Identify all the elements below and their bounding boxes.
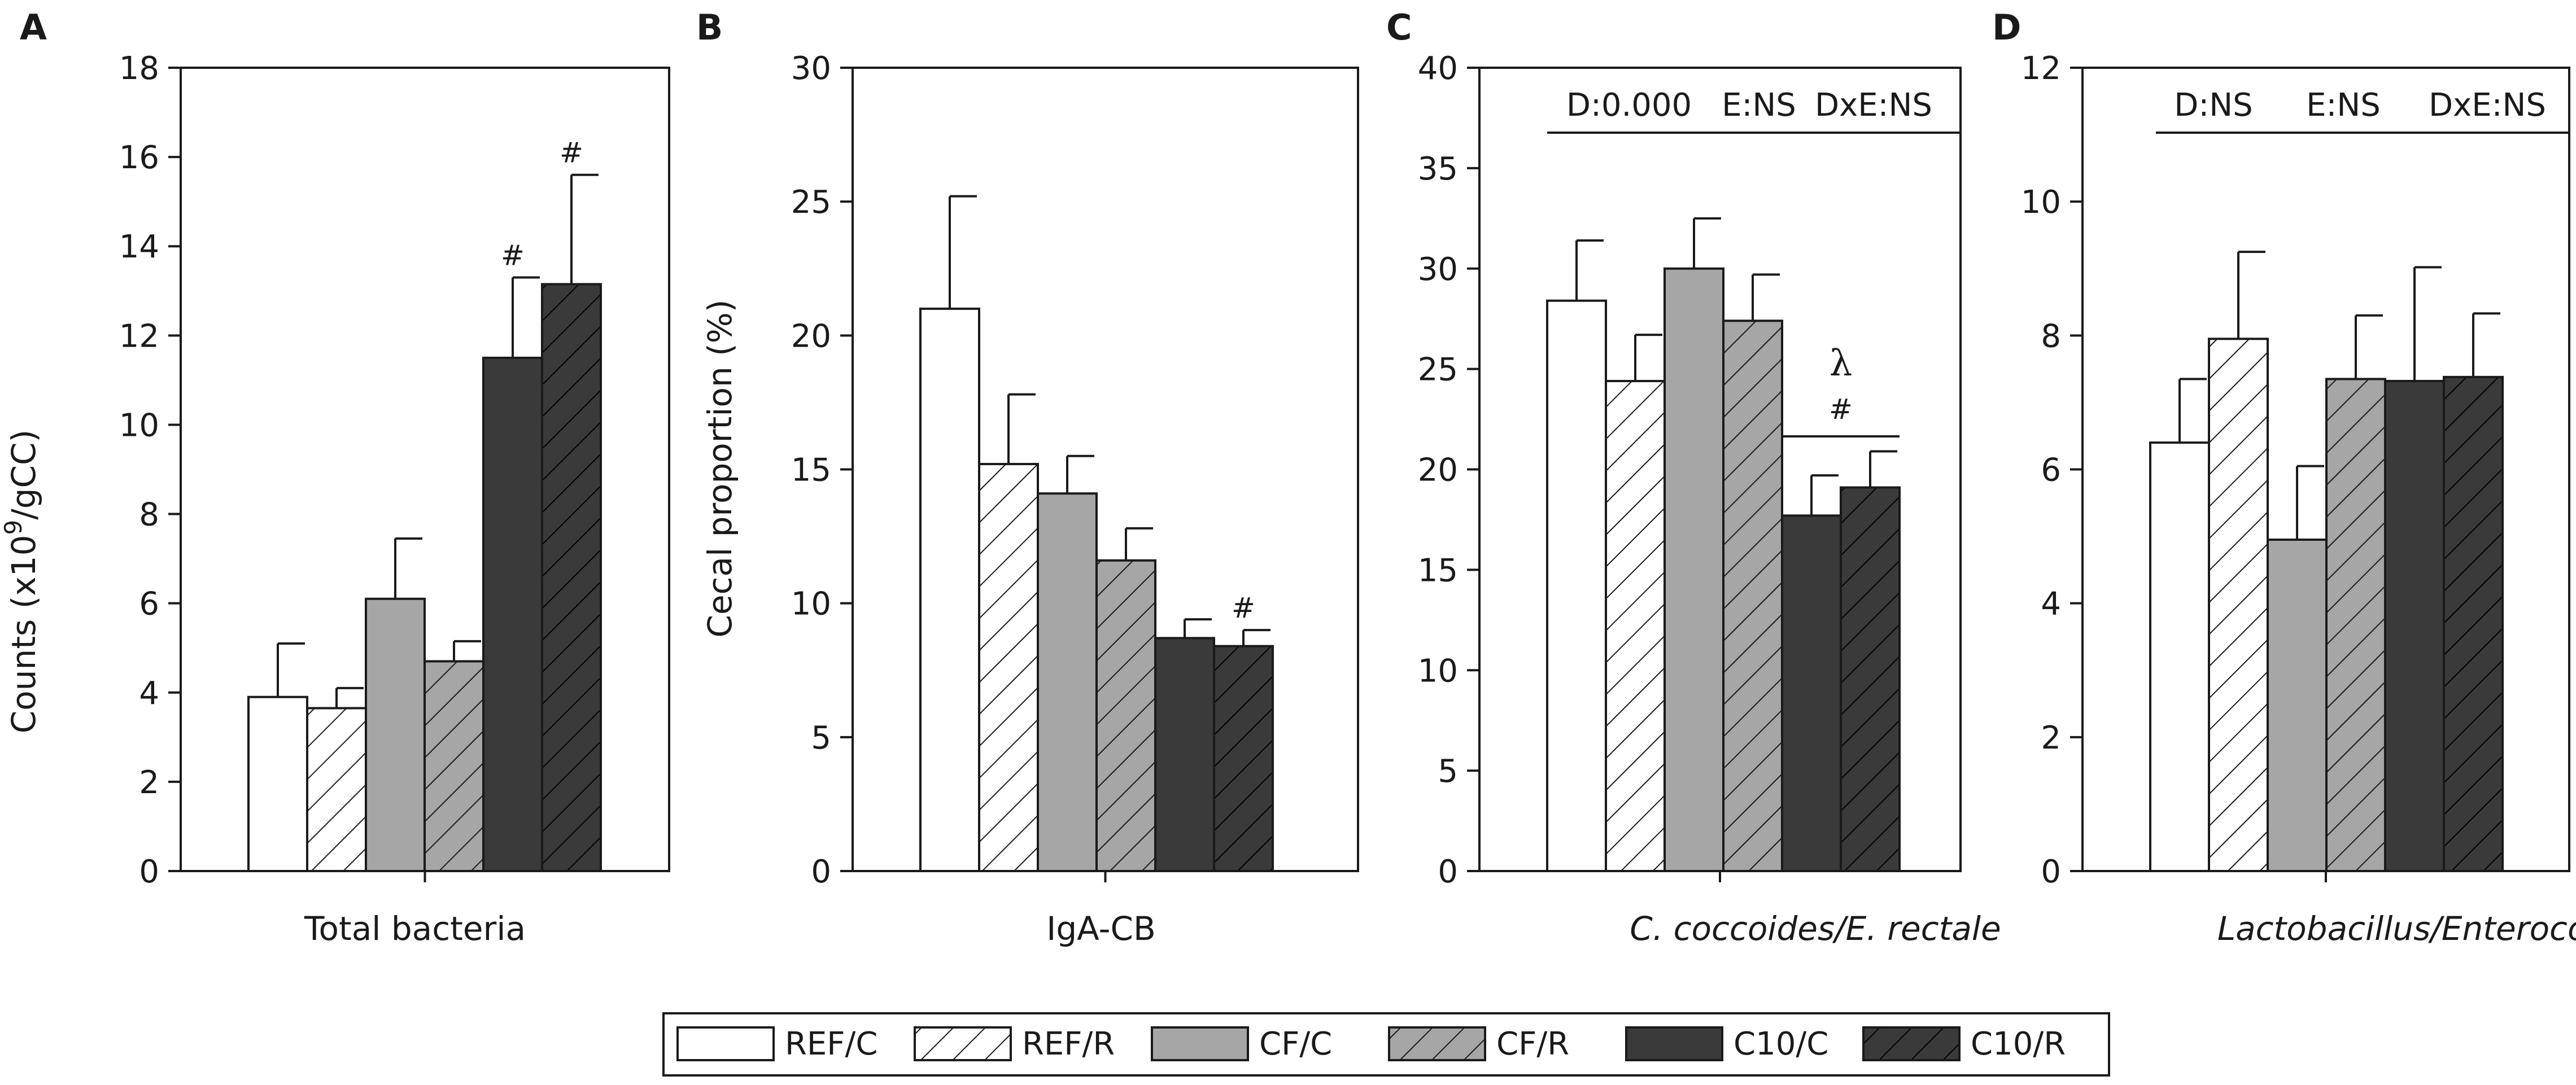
y-tick-label: 5 xyxy=(811,720,831,756)
y-tick-label: 15 xyxy=(1418,552,1458,589)
lambda-mark: λ xyxy=(1830,343,1853,384)
significance-mark: # xyxy=(1232,592,1255,624)
y-axis-label: Counts (x109/gCC) xyxy=(0,430,43,733)
panel-letter: C xyxy=(1386,7,1412,48)
bar-cf-c xyxy=(2267,539,2328,872)
bar-cf-r xyxy=(2325,378,2386,872)
y-tick-label: 25 xyxy=(1418,352,1458,388)
panel-letter: B xyxy=(696,7,723,48)
y-tick-label: 15 xyxy=(791,452,831,489)
y-axis-label: Cecal proportion (%) xyxy=(701,299,739,637)
y-tick-label: 6 xyxy=(2041,452,2061,489)
panel-b: B Cecal proportion (%) IgA-CB 0 5 10 15 20 25… xyxy=(696,7,1359,948)
legend-swatch xyxy=(1151,1026,1249,1061)
x-axis-label: IgA-CB xyxy=(1046,909,1156,948)
stats-label: D:NS xyxy=(2174,87,2252,124)
legend-swatch xyxy=(914,1026,1012,1061)
y-tick-label: 4 xyxy=(2041,586,2061,623)
bar-c10-c xyxy=(1154,637,1215,872)
y-tick-label: 10 xyxy=(1418,653,1458,689)
y-tick-label: 8 xyxy=(139,497,159,533)
y-tick-label: 14 xyxy=(119,229,159,265)
bar-ref-c xyxy=(2149,441,2210,872)
panel-letter: A xyxy=(20,7,47,48)
y-tick-label: 8 xyxy=(2041,318,2061,355)
bar-c10-c xyxy=(2384,379,2445,872)
y-tick-label: 0 xyxy=(139,854,159,890)
legend-swatch xyxy=(1862,1026,1961,1061)
legend-swatch xyxy=(1388,1026,1486,1061)
bar-c10-c xyxy=(1781,514,1842,872)
y-tick-label: 30 xyxy=(791,50,831,87)
y-tick-label: 20 xyxy=(1418,452,1458,489)
bar-ref-c xyxy=(247,695,308,873)
significance-mark: # xyxy=(560,137,583,169)
bar-cf-c xyxy=(1037,492,1098,872)
y-tick-label: 0 xyxy=(2041,854,2061,890)
y-tick-label: 30 xyxy=(1418,251,1458,288)
x-axis-label: Total bacteria xyxy=(304,909,526,948)
bar-ref-c xyxy=(919,307,980,872)
y-tick-label: 0 xyxy=(811,854,831,890)
y-tick-label: 40 xyxy=(1418,50,1458,87)
x-axis-label: Lactobacillus/Enterococcus xyxy=(2217,909,2576,948)
y-tick-label: 10 xyxy=(2021,184,2061,221)
y-tick-label: 18 xyxy=(119,50,159,87)
stats-label: D:0.000 xyxy=(1566,87,1692,124)
bar-c10-c xyxy=(482,356,543,872)
y-tick-label: 10 xyxy=(791,586,831,623)
x-axis-label: C. coccoides/E. rectale xyxy=(1630,909,2001,948)
bar-cf-r xyxy=(423,660,484,872)
significance-mark: # xyxy=(501,239,525,272)
y-tick-label: 25 xyxy=(791,184,831,221)
bar-c10-r xyxy=(1840,486,1901,872)
panel-a: A Counts (x109/gCC) Total bacteria 0 2 4 6 8… xyxy=(0,7,670,948)
panel-letter: D xyxy=(1992,7,2021,48)
y-tick-label: 0 xyxy=(1438,854,1458,890)
stats-label: DxE:NS xyxy=(1815,87,1932,124)
bar-cf-r xyxy=(1722,320,1783,872)
bar-ref-r xyxy=(306,707,367,873)
bar-ref-c xyxy=(1546,299,1607,872)
bar-ref-r xyxy=(2208,338,2269,872)
y-tick-label: 35 xyxy=(1418,151,1458,187)
panel-c: C C. coccoides/E. rectale 0 5 10 15 20 25 30 35… xyxy=(1386,7,2001,948)
y-tick-label: 2 xyxy=(2041,720,2061,756)
legend-swatch xyxy=(1625,1026,1723,1061)
stats-label: E:NS xyxy=(2306,87,2381,124)
legend-label: C10/R xyxy=(1971,1026,2066,1062)
legend-label: REF/R xyxy=(1022,1026,1115,1062)
bar-ref-r xyxy=(978,463,1039,872)
y-tick-label: 16 xyxy=(119,139,159,176)
bar-cf-c xyxy=(1664,267,1724,872)
bar-c10-r xyxy=(2443,375,2504,872)
stats-label: DxE:NS xyxy=(2429,87,2546,124)
y-tick-label: 2 xyxy=(139,764,159,801)
panel-d: D Lactobacillus/Enterococcus 0 2 4 6 8 10 12 D:… xyxy=(1992,7,2576,948)
legend-swatch xyxy=(676,1026,775,1061)
legend-label: CF/R xyxy=(1496,1026,1569,1062)
y-tick-label: 12 xyxy=(2021,50,2061,87)
significance-mark: # xyxy=(1829,393,1853,426)
bar-c10-r xyxy=(541,283,602,872)
bar-cf-c xyxy=(365,597,426,872)
stats-label: E:NS xyxy=(1722,87,1796,124)
legend: REF/C REF/R CF/C CF/R C10/C C10/R xyxy=(662,1012,2110,1077)
y-tick-label: 12 xyxy=(119,318,159,355)
legend-label: REF/C xyxy=(785,1026,877,1062)
legend-label: C10/C xyxy=(1734,1026,1828,1062)
y-tick-label: 20 xyxy=(791,318,831,355)
y-tick-label: 4 xyxy=(139,675,159,712)
bar-cf-r xyxy=(1095,559,1156,872)
y-tick-label: 5 xyxy=(1438,753,1458,790)
y-tick-label: 6 xyxy=(139,586,159,623)
bar-ref-r xyxy=(1605,379,1666,872)
legend-label: CF/C xyxy=(1259,1026,1332,1062)
y-tick-label: 10 xyxy=(119,407,159,444)
bar-c10-r xyxy=(1213,645,1274,873)
